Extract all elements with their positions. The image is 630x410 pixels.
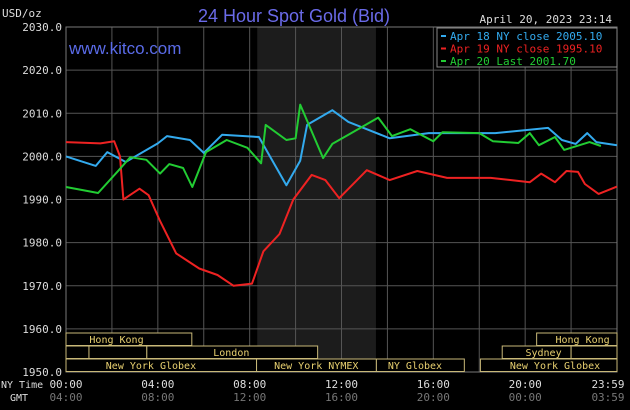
- x-tick-label-ny: 20:00: [509, 378, 542, 391]
- series-line-2: [65, 103, 602, 194]
- y-tick-label: 2010.0: [22, 107, 62, 120]
- x-tick-label-gmt: 03:59: [591, 391, 624, 404]
- x-tick-label-ny: 04:00: [141, 378, 174, 391]
- y-tick-label: 1990.0: [22, 194, 62, 207]
- x-tick-label-gmt: 16:00: [325, 391, 358, 404]
- series-line-1: [65, 140, 618, 287]
- y-tick-label: 2030.0: [22, 21, 62, 34]
- x-tick-label-gmt: 04:00: [49, 391, 82, 404]
- y-axis-unit-label: USD/oz: [2, 7, 42, 20]
- x-tick-label-gmt: 20:00: [417, 391, 450, 404]
- gmt-label: GMT: [10, 393, 28, 404]
- session-box: [570, 345, 618, 359]
- x-tick-label-ny: 08:00: [233, 378, 266, 391]
- session-label: New York Globex: [510, 361, 600, 372]
- x-tick-label-gmt: 00:00: [509, 391, 542, 404]
- chart-title: 24 Hour Spot Gold (Bid): [198, 6, 390, 26]
- session-box: [88, 345, 148, 359]
- session-box: [375, 358, 465, 372]
- x-tick-label-ny: 23:59: [591, 378, 624, 391]
- ny-time-label: NY Time: [1, 380, 43, 391]
- x-tick-label-gmt: 08:00: [141, 391, 174, 404]
- session-label: London: [213, 348, 249, 359]
- legend-entry: Apr 18 NY close 2005.10: [450, 30, 602, 43]
- y-tick-label: 1960.0: [22, 323, 62, 336]
- x-tick-label-gmt: 12:00: [233, 391, 266, 404]
- timestamp: April 20, 2023 23:14: [480, 13, 613, 26]
- legend-entry: Apr 19 NY close 1995.10: [450, 43, 602, 56]
- session-label: Hong Kong: [89, 335, 143, 346]
- y-tick-label: 2020.0: [22, 64, 62, 77]
- x-tick-label-ny: 00:00: [49, 378, 82, 391]
- session-box: [479, 358, 618, 372]
- session-label: Sydney: [525, 348, 561, 359]
- session-box: [65, 345, 90, 359]
- session-label: New York Globex: [106, 361, 196, 372]
- series-line-0: [65, 109, 618, 187]
- y-tick-label: 1980.0: [22, 237, 62, 250]
- session-label: New York NYMEX: [274, 361, 358, 372]
- session-label: Hong Kong: [555, 335, 609, 346]
- x-tick-label-ny: 12:00: [325, 378, 358, 391]
- y-tick-label: 1950.0: [22, 366, 62, 379]
- session-label: NY Globex: [388, 361, 442, 372]
- kitco-watermark: www.kitco.com: [68, 39, 181, 58]
- x-tick-label-ny: 16:00: [417, 378, 450, 391]
- legend-entry: Apr 20 Last 2001.70: [450, 55, 576, 68]
- y-tick-label: 1970.0: [22, 280, 62, 293]
- y-tick-label: 2000.0: [22, 150, 62, 163]
